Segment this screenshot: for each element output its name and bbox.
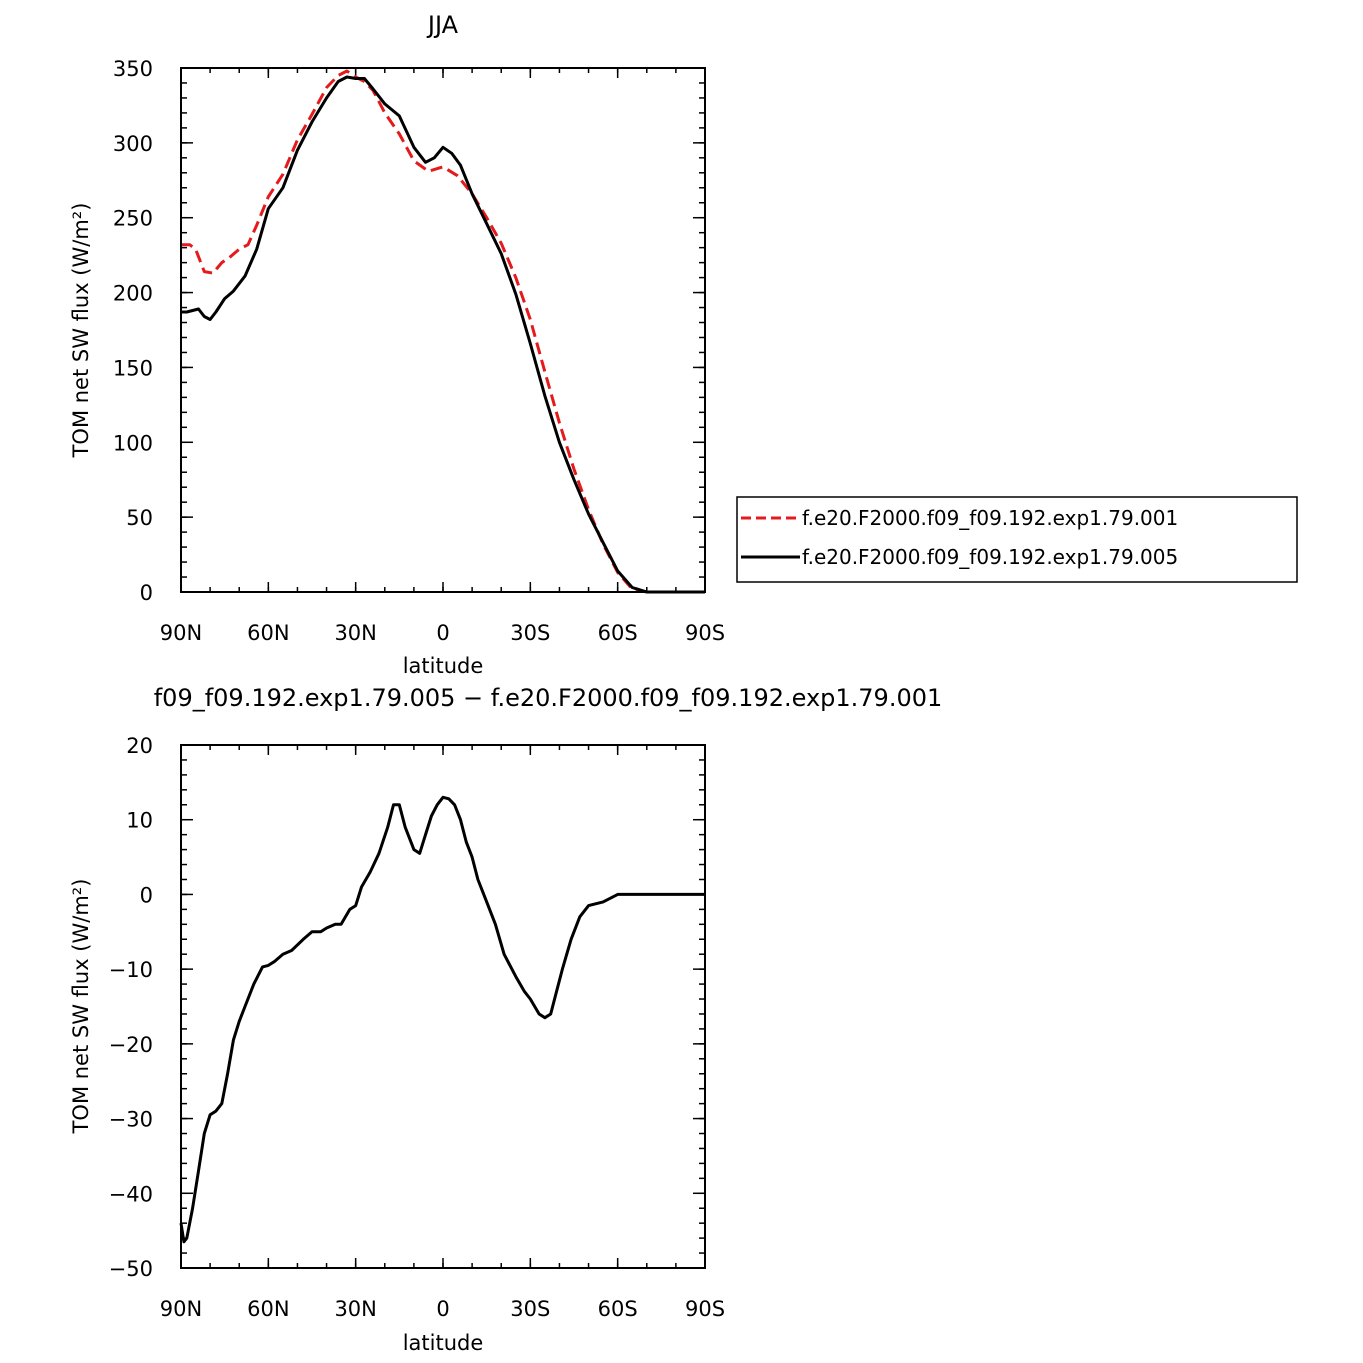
series-line-1 [179,795,705,1244]
x-tick-label: 0 [436,621,449,645]
bottom-chart-title: f09_f09.192.exp1.79.005 − f.e20.F2000.f0… [154,684,943,712]
y-tick-label: 300 [113,132,153,156]
bottom-tick-labels: 90N 60N 30N 0 30S 60S 90S −50 −40 −30 −20 −10 0 10 20 [109,734,725,1321]
x-tick-label: 0 [436,1297,449,1321]
y-tick-label: 250 [113,207,153,231]
top-x-axis-title: latitude [403,654,484,678]
x-tick-label: 90N [160,1297,202,1321]
y-tick-label: −20 [109,1033,153,1057]
top-series-lines [181,69,705,594]
y-tick-label: 20 [126,734,153,758]
y-tick-label: −10 [109,958,153,982]
bottom-plot-frame [180,744,706,1269]
y-tick-label: 0 [140,581,153,605]
x-tick-label: 60N [247,1297,289,1321]
x-tick-label: 90S [685,1297,725,1321]
series-line-2 [181,75,705,594]
bottom-y-axis-title: TOM net SW flux (W/m²) [69,879,93,1135]
x-tick-label: 60S [598,621,638,645]
top-plot-frame [180,67,706,593]
series-line-1 [181,69,705,594]
x-tick-label: 30S [510,621,550,645]
y-tick-label: 10 [126,809,153,833]
legend-box [736,496,1298,583]
x-tick-label: 30S [510,1297,550,1321]
y-tick-label: 150 [113,356,153,380]
top-tick-labels: 90N 60N 30N 0 30S 60S 90S 0 50 100 150 200 250 300 350 [113,57,725,645]
legend: f.e20.F2000.f09_f09.192.exp1.79.001 f.e2… [736,496,1298,583]
y-tick-label: −40 [109,1182,153,1206]
x-tick-label: 30N [334,621,376,645]
legend-label-series-2: f.e20.F2000.f09_f09.192.exp1.79.005 [802,545,1178,569]
y-tick-label: −50 [109,1257,153,1281]
bottom-panel: f09_f09.192.exp1.79.005 − f.e20.F2000.f0… [69,684,942,1355]
x-tick-label: 30N [334,1297,376,1321]
legend-label-series-1: f.e20.F2000.f09_f09.192.exp1.79.001 [802,506,1178,530]
top-panel: JJA TOM net SW flux (W/m²) latitude 90N 6… [69,11,725,678]
top-y-axis-title: TOM net SW flux (W/m²) [69,203,93,459]
y-tick-label: 50 [126,506,153,530]
y-tick-label: 0 [140,883,153,907]
y-tick-label: 200 [113,282,153,306]
x-tick-label: 90S [685,621,725,645]
top-chart-title: JJA [426,11,459,39]
bottom-x-axis-title: latitude [403,1331,484,1355]
y-tick-label: 100 [113,431,153,455]
x-tick-label: 60S [598,1297,638,1321]
x-tick-label: 90N [160,621,202,645]
y-tick-label: 350 [113,57,153,81]
bottom-series-lines [179,795,705,1244]
x-tick-label: 60N [247,621,289,645]
y-tick-label: −30 [109,1108,153,1132]
bottom-axis-ticks [180,744,706,1269]
